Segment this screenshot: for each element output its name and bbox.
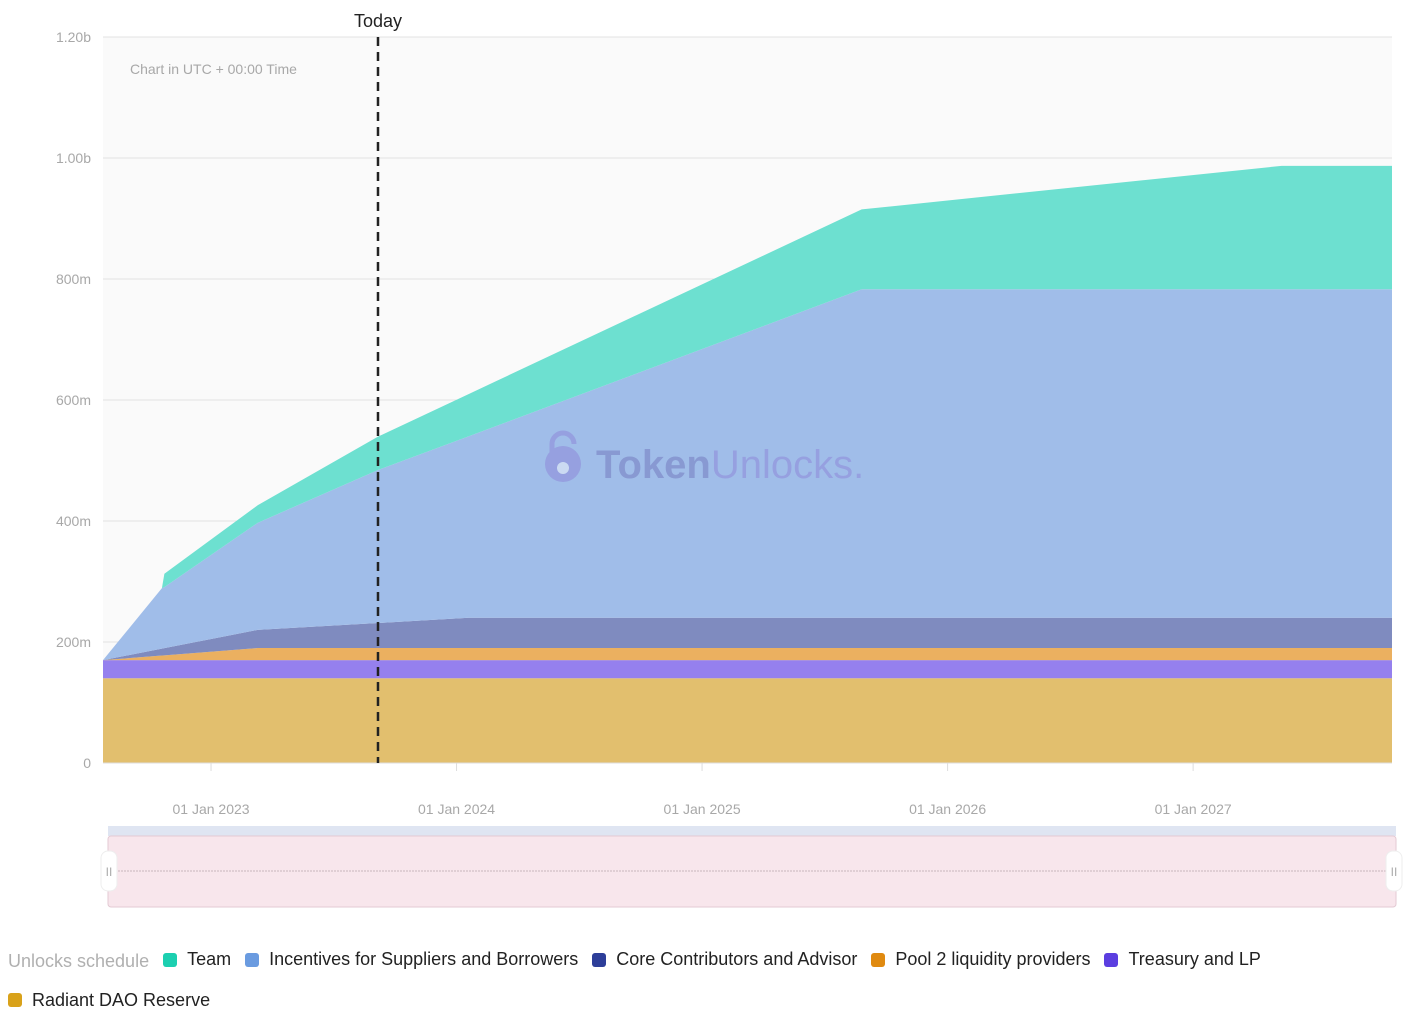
navigator-left-handle[interactable]	[100, 850, 118, 892]
x-tick-label: 01 Jan 2027	[1155, 801, 1232, 817]
legend-item[interactable]: Core Contributors and Advisor	[592, 940, 857, 979]
y-tick-label: 400m	[56, 513, 91, 529]
legend-swatch	[8, 993, 22, 1007]
watermark-logo: TokenUnlocks.	[545, 430, 864, 487]
legend-label: Radiant DAO Reserve	[32, 989, 211, 1010]
y-tick-label: 800m	[56, 271, 91, 287]
y-tick-label: 600m	[56, 392, 91, 408]
legend: Unlocks schedule Team Incentives for Suppl…	[8, 940, 1398, 1021]
timezone-note: Chart in UTC + 00:00 Time	[130, 61, 297, 77]
legend-label: Core Contributors and Advisor	[616, 949, 858, 969]
svg-text:TokenUnlocks.: TokenUnlocks.	[596, 443, 864, 487]
legend-item[interactable]: Radiant DAO Reserve	[8, 981, 210, 1020]
x-tick-label: 01 Jan 2023	[172, 801, 249, 817]
legend-item[interactable]: Treasury and LP	[1104, 940, 1261, 979]
legend-item[interactable]: Team	[163, 940, 231, 979]
y-tick-label: 1.00b	[56, 150, 91, 166]
legend-swatch	[245, 952, 260, 967]
legend-label: Incentives for Suppliers and Borrowers	[269, 949, 579, 969]
navigator-right-handle[interactable]	[1385, 850, 1403, 892]
x-tick-label: 01 Jan 2026	[909, 801, 986, 817]
y-tick-label: 1.20b	[56, 29, 91, 45]
x-tick-label: 01 Jan 2025	[664, 801, 741, 817]
legend-swatch	[163, 952, 178, 967]
legend-swatch	[1104, 952, 1119, 967]
area-radiant-dao-reserve[interactable]	[103, 678, 1392, 763]
y-tick-label: 200m	[56, 634, 91, 650]
legend-label: Team	[187, 949, 232, 969]
legend-swatch	[592, 952, 607, 967]
legend-label: Treasury and LP	[1128, 949, 1261, 969]
area-core-contributors-and-advisor[interactable]	[103, 617, 1392, 661]
area-team[interactable]	[103, 165, 1392, 661]
legend-item[interactable]: Incentives for Suppliers and Borrowers	[245, 940, 578, 979]
legend-item[interactable]: Pool 2 liquidity providers	[871, 940, 1090, 979]
legend-label: Pool 2 liquidity providers	[895, 949, 1091, 969]
legend-swatch	[871, 952, 886, 967]
chart: 0 200m 400m 600m 800m 1.00b 1.20b Chart in UTC…	[56, 11, 1403, 908]
y-tick-label: 0	[83, 755, 91, 771]
x-tick-label: 01 Jan 2024	[418, 801, 495, 817]
legend-title: Unlocks schedule	[8, 950, 150, 971]
area-pool-2-liquidity-providers[interactable]	[103, 648, 1392, 661]
area-incentives-for-suppliers-and-borrowers[interactable]	[103, 289, 1392, 661]
svg-text:II: II	[1391, 865, 1398, 879]
svg-text:II: II	[106, 865, 113, 879]
navigator-top-band[interactable]	[108, 826, 1396, 836]
area-treasury-and-lp[interactable]	[103, 660, 1392, 679]
today-label: Today	[354, 11, 402, 31]
range-navigator[interactable]: II II	[100, 826, 1403, 908]
